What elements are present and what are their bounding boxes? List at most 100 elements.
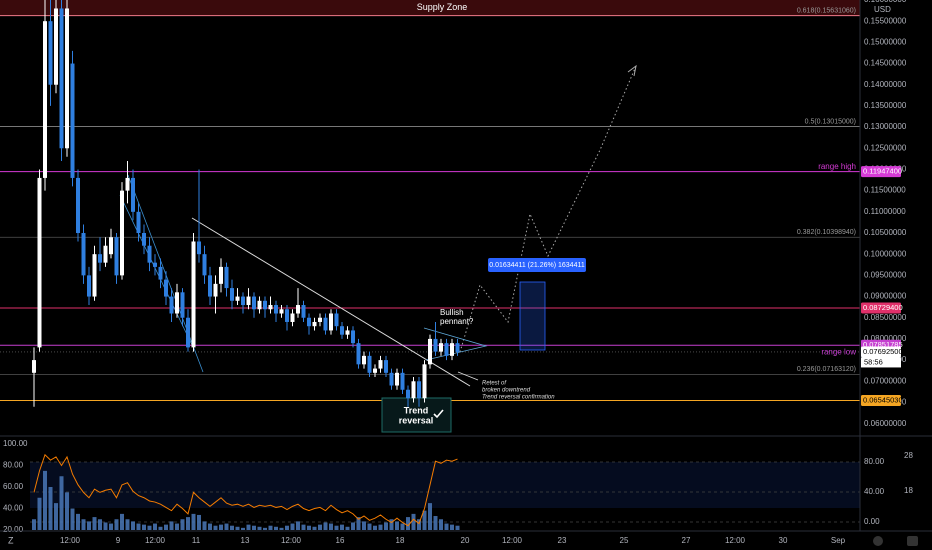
rsi-line [33,453,458,527]
candle-body [208,275,212,297]
candle-body [120,190,124,276]
candle-body [312,321,317,327]
retest-label: broken downtrend [482,388,531,394]
candle-body [428,338,432,365]
auto-icon[interactable] [907,536,918,546]
volume-bar [235,526,240,530]
candle-body [417,381,421,399]
x-tick-label: 18 [396,536,405,545]
candle-body [103,245,108,263]
candle-body [279,309,284,314]
volume-bar [334,525,339,530]
measure-badge [488,258,586,272]
candle-body [345,330,350,335]
y-tick-label: 0.06000000 [864,419,907,428]
candle-body [439,343,443,352]
candle-body [147,245,152,263]
candle-body [87,275,91,297]
volume-bar [329,523,333,530]
candle-body [367,355,372,373]
range-low-label: range low [821,347,856,356]
volume-bar [444,523,449,530]
volume-bar [411,513,416,530]
candle-body [406,389,410,399]
candle-body [202,254,207,276]
volume-bar [186,517,190,530]
volume-bar [202,521,207,530]
volume-bar [169,521,174,530]
measure-label: 0.01634411 (21.26%) 1634411 [489,262,585,269]
candle-body [411,381,416,399]
volume-bar [455,525,460,530]
x-tick-label: 27 [682,536,691,545]
volume-bar [59,476,64,530]
price-badge-label: 0.11947400 [863,167,902,176]
y-tick-label: 0.10500000 [864,228,907,237]
x-tick-label: 11 [192,536,201,545]
candle-body [109,237,113,255]
settings-icon[interactable] [873,536,883,546]
candle-body [224,266,229,289]
retest-label: Trend reversal confirmation [482,395,555,401]
volume-bar [433,516,438,530]
volume-bar [208,523,212,530]
x-tick-label: 25 [620,536,629,545]
volume-bar [230,525,234,530]
candle-body [98,254,102,263]
volume-bar [439,519,443,530]
zoom-icon[interactable]: Z [8,535,14,545]
volume-bar [164,524,168,530]
x-tick-label: 9 [116,536,121,545]
y-tick-label: 0.14000000 [864,80,907,89]
downtrend-line [191,217,471,387]
volume-bar [241,527,245,530]
price-badge [861,346,901,358]
countdown: 58:56 [864,357,883,366]
x-tick-label: 23 [558,536,567,545]
retest-label: Retest of [482,381,507,387]
side-label: 18 [904,486,913,495]
supply-zone [0,0,860,16]
volume-bar [362,521,366,530]
volume-bar [76,513,80,530]
volume-bar [32,519,36,530]
candle-body [70,63,75,178]
indicator-y2-label: 80.00 [864,457,885,466]
y-tick-label: 0.16000000 [864,0,907,4]
volume-bar [114,519,119,530]
y-tick-label: 0.13000000 [864,122,907,131]
volume-bar [65,492,69,530]
candle-body [323,317,328,331]
y-tick-label: 0.14500000 [864,59,907,68]
y-tick-label: 0.11500000 [864,186,906,195]
volume-bar [37,497,42,530]
volume-bar [268,525,273,530]
x-tick-label: 12:00 [145,536,166,545]
volume-bar [180,519,185,530]
reversal-label: reversal [399,415,434,425]
candle-body [290,313,295,322]
candle-body [197,241,201,255]
volume-bar [450,524,454,530]
fib-label: 0.236(0.07163120) [797,366,856,373]
candle-body [373,368,377,373]
indicator-tick-label: 60.00 [3,482,24,491]
candle-body [92,254,97,297]
y-tick-label: 0.09000000 [864,292,907,301]
x-tick-label: 12:00 [502,536,523,545]
volume-bar [312,526,317,530]
indicator-y2-label: 0.00 [864,517,880,526]
candle-body [362,355,366,365]
volume-bar [120,513,124,530]
volume-bar [246,524,251,530]
volume-bar [213,525,218,530]
y-tick-label: 0.08000000 [864,334,907,343]
volume-bar [43,470,47,530]
indicator-tick-label: 100.00 [3,439,28,448]
y-tick-label: 0.12500000 [864,143,907,152]
price-badge-label: 0.07851785 [863,340,903,349]
supply-zone-label: Supply Zone [417,2,468,12]
candle-body [125,177,130,191]
candle-body [136,211,141,234]
candle-body [219,266,223,284]
